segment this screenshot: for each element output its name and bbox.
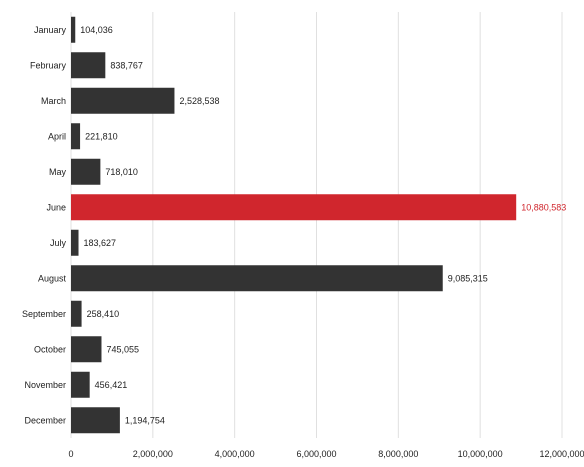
category-label: November	[24, 380, 66, 390]
category-label: January	[34, 25, 67, 35]
bar-november	[71, 371, 90, 398]
category-label: June	[46, 202, 66, 212]
bar-august	[71, 265, 443, 292]
x-tick-label: 2,000,000	[133, 449, 173, 459]
bar-july	[71, 229, 79, 256]
category-label: September	[22, 309, 66, 319]
value-label: 718,010	[105, 167, 138, 177]
value-labels: 104,036 838,767 2,528,538 221,810 718,010 10,…	[80, 25, 566, 426]
bar-layer	[71, 16, 517, 434]
bar-april	[71, 123, 81, 150]
x-tick-label: 6,000,000	[296, 449, 336, 459]
grid-layer	[70, 12, 563, 438]
value-label: 456,421	[95, 380, 128, 390]
x-tick-label: 0	[68, 449, 73, 459]
bar-march	[71, 87, 175, 114]
category-label: July	[50, 238, 67, 248]
x-tick-label: 12,000,000	[539, 449, 584, 459]
category-label: April	[48, 131, 66, 141]
x-axis-ticks: 0 2,000,000 4,000,000 6,000,000 8,000,000 10,…	[68, 449, 584, 459]
value-label: 1,194,754	[125, 415, 165, 425]
value-label: 2,528,538	[179, 96, 219, 106]
value-label: 9,085,315	[448, 273, 488, 283]
bar-january	[71, 16, 76, 43]
category-label: March	[41, 96, 66, 106]
bar-february	[71, 52, 106, 79]
bar-october	[71, 336, 102, 363]
value-label: 221,810	[85, 131, 118, 141]
x-tick-label: 8,000,000	[378, 449, 418, 459]
value-label: 104,036	[80, 25, 113, 35]
bar-may	[71, 158, 101, 185]
value-label: 745,055	[106, 344, 139, 354]
category-label: February	[30, 60, 67, 70]
x-tick-label: 10,000,000	[458, 449, 503, 459]
value-label: 183,627	[84, 238, 117, 248]
category-label: December	[24, 415, 66, 425]
value-label: 838,767	[110, 60, 143, 70]
category-label: August	[38, 273, 67, 283]
category-label: May	[49, 167, 67, 177]
category-label: October	[34, 344, 66, 354]
value-label: 258,410	[87, 309, 120, 319]
bar-september	[71, 300, 82, 327]
category-labels: January February March April May June July Augu…	[22, 25, 67, 426]
x-tick-label: 4,000,000	[215, 449, 255, 459]
bar-december	[71, 407, 120, 434]
bar-june	[71, 194, 517, 221]
value-label: 10,880,583	[521, 202, 566, 212]
